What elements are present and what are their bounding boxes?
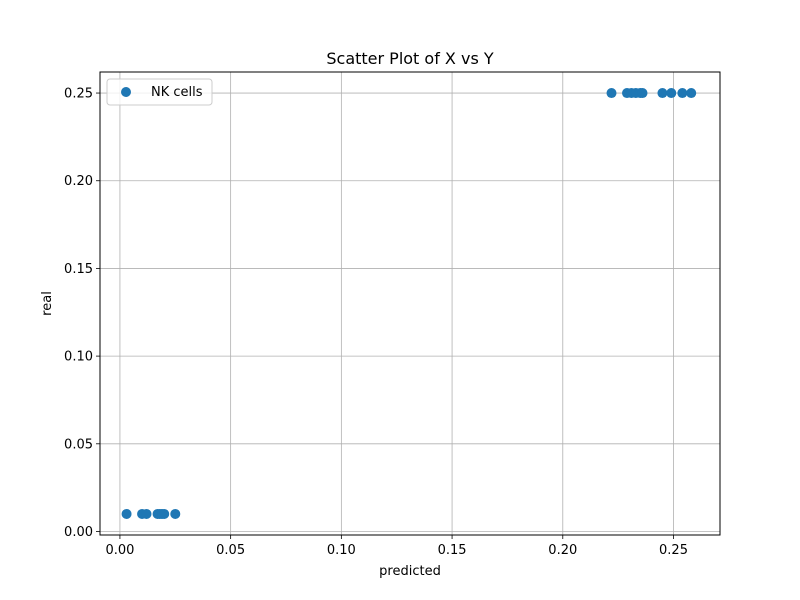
x-tick-label: 0.20 <box>548 543 577 558</box>
x-tick-label: 0.15 <box>438 543 467 558</box>
y-tick-label: 0.00 <box>64 525 93 540</box>
data-point <box>666 88 677 99</box>
plot-area <box>100 72 720 535</box>
x-axis-label: predicted <box>379 564 441 579</box>
data-point <box>121 508 132 519</box>
data-point <box>677 88 688 99</box>
plot-frame <box>99 71 721 536</box>
y-axis-label: real <box>40 291 55 316</box>
legend-label: NK cells <box>151 85 203 100</box>
grid-lines <box>100 72 720 535</box>
x-tick-label: 0.00 <box>105 543 134 558</box>
data-point <box>141 508 152 519</box>
x-tick-label: 0.25 <box>659 543 688 558</box>
x-tick-label: 0.05 <box>216 543 245 558</box>
data-point <box>657 88 668 99</box>
y-tick-label: 0.10 <box>64 350 93 365</box>
data-point <box>686 88 697 99</box>
data-point <box>606 88 617 99</box>
data-points <box>121 88 697 519</box>
axis-ticks: 0.00 0.05 0.10 0.15 0.20 0.25 0.00 0.05 0.10 0.15… <box>64 87 688 558</box>
legend-marker <box>121 87 131 97</box>
legend: NK cells <box>106 78 213 106</box>
chart-title: Scatter Plot of X vs Y <box>326 49 494 68</box>
y-tick-label: 0.15 <box>64 262 93 277</box>
y-tick-label: 0.20 <box>64 174 93 189</box>
x-tick-label: 0.10 <box>327 543 356 558</box>
data-point <box>170 508 181 519</box>
data-point <box>159 508 170 519</box>
data-point <box>637 88 648 99</box>
y-tick-label: 0.05 <box>64 437 93 452</box>
y-tick-label: 0.25 <box>64 87 93 102</box>
legend-box <box>106 78 213 106</box>
